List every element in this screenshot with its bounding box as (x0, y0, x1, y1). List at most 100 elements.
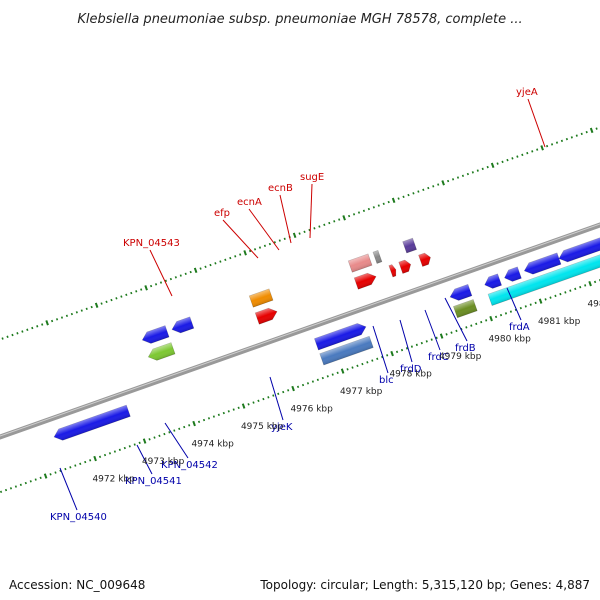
tick-mark (100, 302, 103, 305)
tick-mark (565, 137, 568, 141)
tick-mark (130, 291, 133, 295)
tick-mark (564, 291, 567, 294)
tick-mark (51, 319, 54, 323)
tick-mark (189, 270, 192, 274)
tick-mark (531, 150, 534, 153)
scale-labels: 4972 kbp 4973 kbp 4974 kbp 4975 kbp 4976 kbp… (92, 300, 600, 485)
tick-mark (252, 401, 255, 404)
tick-mark (222, 411, 225, 415)
tick-mark (361, 362, 364, 366)
tick-mark (184, 272, 187, 276)
tick-mark (296, 385, 300, 389)
tick-mark (125, 293, 128, 296)
tick-mark (140, 288, 143, 291)
tick-mark (371, 359, 374, 362)
tick-mark (372, 206, 375, 209)
tick-mark (306, 382, 310, 385)
tick-mark (494, 315, 498, 319)
tick-mark (291, 385, 295, 392)
tick-mark (336, 371, 339, 375)
leader-line (309, 183, 313, 239)
gene-sugE-purple (402, 237, 417, 254)
tick-mark (298, 232, 301, 235)
leader-line (527, 98, 546, 148)
gene-efp (347, 253, 373, 273)
tick-mark (402, 195, 405, 199)
tick-mark (465, 326, 468, 329)
gene-sugE (398, 259, 412, 274)
gene-ecnA (372, 250, 383, 264)
tick-mark (391, 197, 396, 204)
backbone-highlight (0, 223, 600, 437)
tick-mark (580, 132, 583, 136)
gene-frdA (558, 221, 600, 263)
tick-mark (75, 311, 78, 314)
tick-mark (540, 145, 544, 151)
tick-mark (199, 267, 202, 270)
tick-mark (120, 295, 123, 298)
tick-mark (499, 313, 503, 317)
tick-mark (168, 431, 171, 434)
tick-mark (59, 469, 62, 472)
tick-mark (579, 285, 582, 289)
tick-mark (110, 298, 113, 302)
leader-line (149, 249, 173, 297)
label-yjeA: yjeA (516, 87, 538, 98)
tick-mark (486, 165, 489, 169)
tick-mark (43, 473, 48, 479)
label-efp: efp (214, 208, 230, 219)
tick-mark (439, 333, 444, 339)
tick-mark (470, 324, 473, 327)
tick-mark (243, 250, 247, 256)
label-frdD: frdD (400, 364, 422, 375)
tick-mark (427, 186, 430, 190)
tick-mark (193, 267, 198, 273)
leader-line (372, 325, 389, 374)
tick-mark (333, 220, 336, 223)
label-blc: blc (379, 375, 394, 386)
tick-mark (1, 337, 4, 340)
label-frdB: frdB (455, 343, 476, 354)
tick-mark (489, 315, 493, 322)
tick-mark (490, 162, 495, 169)
tick-mark (538, 298, 543, 304)
label-frdC: frdC (428, 352, 449, 363)
tick-mark (150, 284, 153, 288)
tick-mark (397, 197, 400, 200)
tick-mark (405, 347, 409, 350)
tick-mark (348, 214, 351, 218)
tick-mark (174, 276, 177, 279)
tick-mark (303, 230, 306, 234)
tick-mark (9, 487, 13, 490)
tick-mark (575, 134, 578, 137)
tick-mark (197, 420, 201, 424)
tick-mark (84, 460, 87, 464)
tick-mark (318, 225, 321, 228)
gene-frd-cyan (487, 236, 600, 306)
tick-mark (6, 335, 9, 338)
leader-line (136, 444, 153, 475)
tick-mark (192, 420, 196, 427)
tick-mark (313, 227, 316, 230)
tick-mark (476, 169, 479, 172)
tick-mark (54, 471, 57, 474)
scale-label: 4976 kbp (290, 405, 333, 415)
tick-mark (516, 155, 519, 158)
tick-mark (214, 262, 217, 265)
tick-mark (435, 336, 438, 340)
tick-mark (123, 446, 126, 450)
tick-mark (55, 318, 59, 321)
tick-mark (45, 320, 49, 326)
tick-mark (480, 320, 483, 324)
map-title: Klebsiella pneumoniae subsp. pneumoniae … (77, 12, 522, 27)
tick-mark (447, 179, 450, 183)
gene-gene-green-1 (147, 342, 176, 361)
tick-mark (466, 172, 469, 176)
tick-mark (0, 490, 3, 493)
tick-mark (249, 249, 252, 253)
tick-mark (128, 445, 131, 448)
tick-mark (509, 310, 513, 313)
tick-mark (204, 265, 207, 269)
tick-mark (555, 141, 559, 144)
